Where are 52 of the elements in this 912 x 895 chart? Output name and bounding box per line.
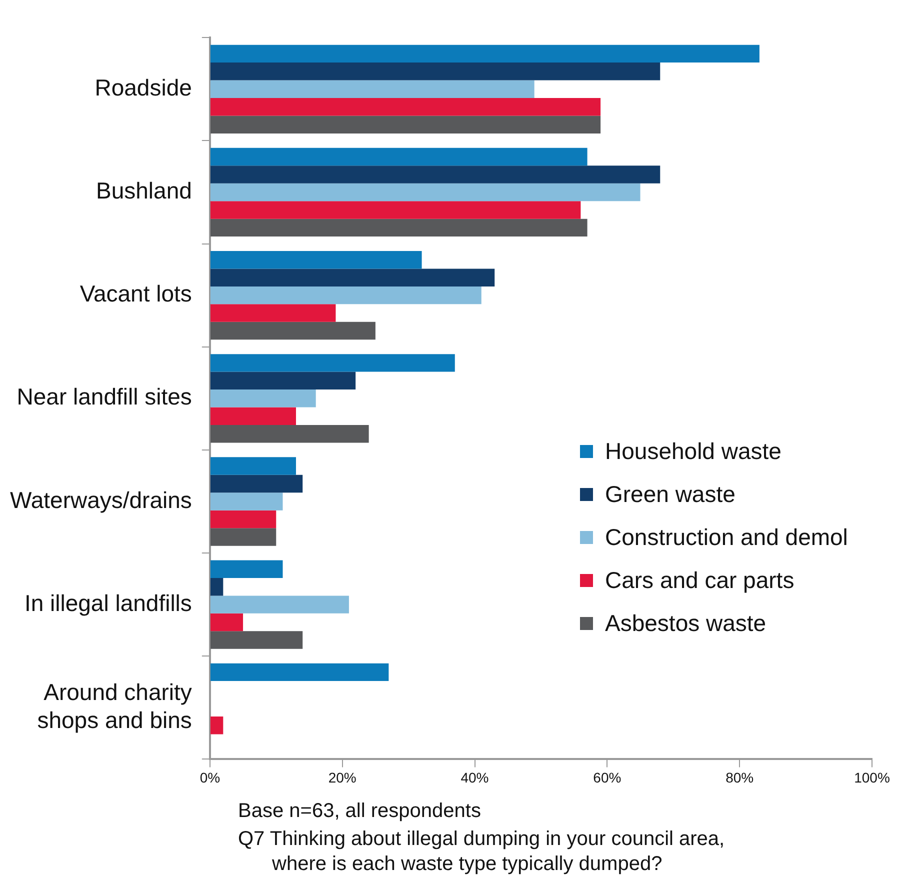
x-tick-label: 80% bbox=[726, 769, 754, 786]
bar bbox=[210, 218, 588, 237]
bar bbox=[210, 492, 283, 510]
y-tick-label: Near landfill sites bbox=[16, 384, 192, 410]
bar bbox=[210, 457, 296, 475]
bar bbox=[210, 390, 316, 408]
bar bbox=[210, 148, 588, 166]
legend-label: Household waste bbox=[605, 438, 782, 465]
x-tick-label: 40% bbox=[460, 769, 489, 786]
bar bbox=[210, 578, 224, 596]
bar bbox=[210, 528, 276, 546]
legend-label: Asbestos waste bbox=[605, 610, 766, 637]
y-tick-label: Roadside bbox=[94, 74, 192, 100]
y-tick-label: In illegal landfills bbox=[24, 590, 192, 616]
x-tick-label: 20% bbox=[328, 769, 356, 786]
legend-label: Construction and demol bbox=[605, 524, 848, 551]
bar bbox=[210, 183, 640, 202]
bar bbox=[210, 44, 760, 63]
bar bbox=[210, 474, 303, 493]
legend-label: Cars and car parts bbox=[605, 567, 794, 594]
y-tick-label: Waterways/drains bbox=[10, 486, 192, 513]
bar bbox=[210, 510, 276, 528]
bar bbox=[210, 62, 660, 80]
bar bbox=[210, 80, 534, 98]
bar bbox=[210, 286, 482, 304]
bar bbox=[210, 560, 283, 578]
bar bbox=[210, 304, 336, 322]
text: Base n=63, all respondents bbox=[238, 800, 482, 823]
y-tick-label: Vacant lots bbox=[80, 280, 192, 307]
bar bbox=[210, 250, 422, 269]
bar bbox=[210, 116, 601, 134]
bar bbox=[210, 98, 601, 116]
bar bbox=[210, 424, 369, 443]
bar bbox=[210, 596, 349, 614]
text: Q7 Thinking about illegal dumping in your council area, where is each waste type typically dumped? bbox=[238, 827, 725, 877]
x-tick-label: 60% bbox=[593, 769, 622, 786]
y-tick-label: Bushland bbox=[96, 178, 192, 204]
x-tick-label: 0% bbox=[200, 769, 220, 786]
bar bbox=[210, 663, 389, 682]
bar bbox=[210, 354, 455, 372]
bar bbox=[210, 631, 303, 649]
bar bbox=[210, 613, 244, 632]
legend-label: Green waste bbox=[605, 481, 736, 508]
bar bbox=[210, 166, 660, 184]
y-tick-label: Around charity shops and bins bbox=[37, 679, 192, 733]
bar bbox=[210, 716, 224, 734]
bar bbox=[210, 201, 581, 219]
bar bbox=[210, 268, 495, 286]
bar bbox=[210, 322, 376, 340]
bar bbox=[210, 407, 296, 425]
bar bbox=[210, 372, 356, 390]
x-tick-label: 100% bbox=[854, 769, 890, 786]
